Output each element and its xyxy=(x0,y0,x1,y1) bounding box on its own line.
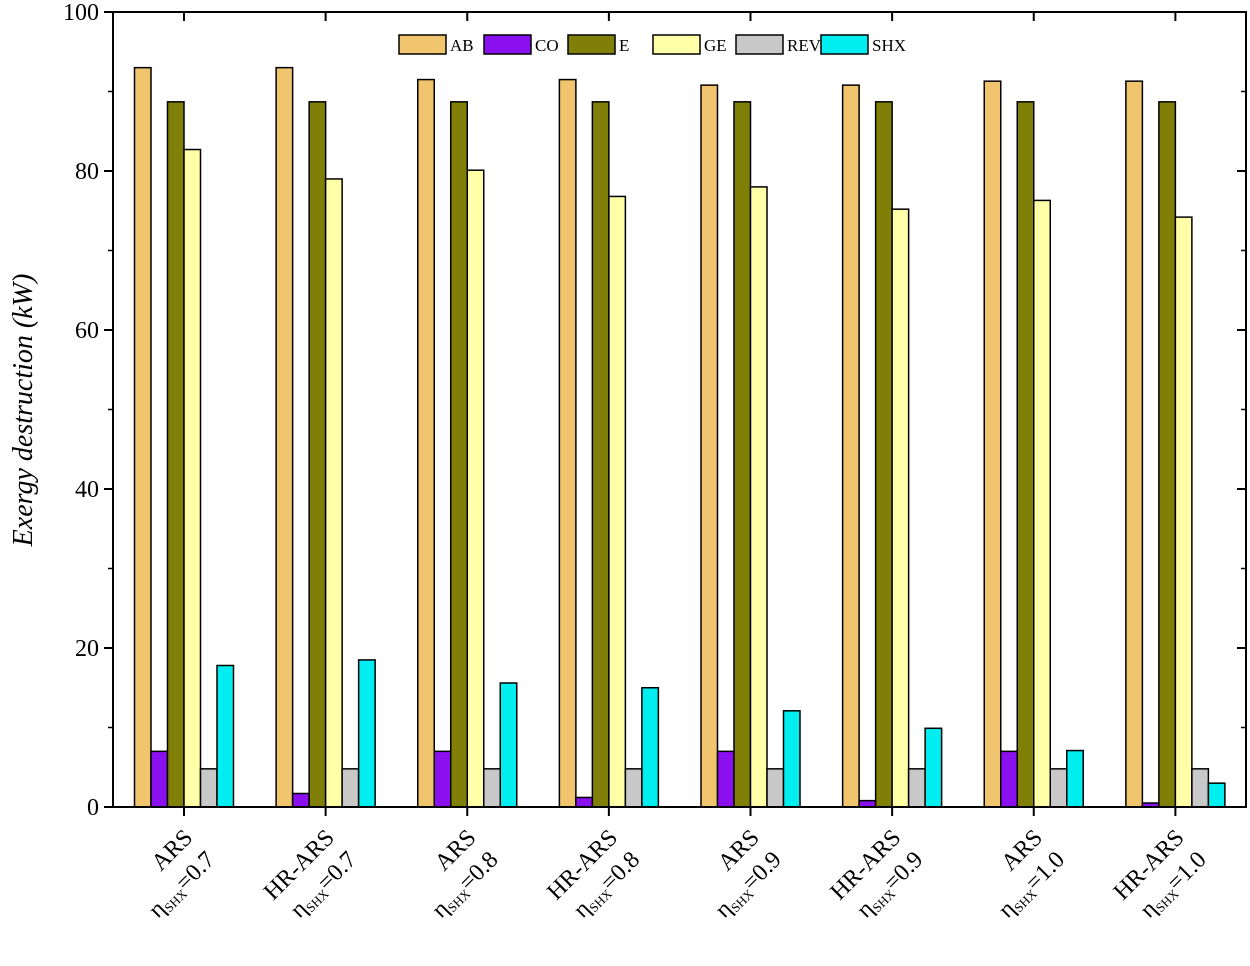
bar-shx-3 xyxy=(641,687,660,808)
y-tick-label: 100 xyxy=(63,0,99,26)
legend-label-ab: AB xyxy=(450,36,474,55)
bar-ge-2 xyxy=(466,169,485,808)
bar-rev-6 xyxy=(1049,768,1068,808)
bar-shx-0 xyxy=(216,664,235,808)
legend-label-ge: GE xyxy=(704,36,727,55)
bar-rev-1 xyxy=(341,768,360,808)
bar-ab-2 xyxy=(417,78,435,808)
bar-ge-3 xyxy=(608,195,627,808)
bar-co-2 xyxy=(433,750,452,808)
legend-label-co: CO xyxy=(535,36,559,55)
legend-label-e: E xyxy=(619,36,629,55)
bar-ge-5 xyxy=(891,208,910,808)
bar-ab-4 xyxy=(700,84,719,808)
bar-ab-1 xyxy=(275,66,294,808)
y-tick-label: 60 xyxy=(75,318,99,344)
bar-rev-2 xyxy=(483,768,501,808)
bar-shx-2 xyxy=(499,682,518,808)
bar-shx-7 xyxy=(1207,782,1226,808)
bar-ab-5 xyxy=(841,84,860,808)
bar-ge-1 xyxy=(324,178,343,808)
bar-rev-3 xyxy=(624,768,643,808)
bar-e-2 xyxy=(450,101,468,808)
bar-shx-4 xyxy=(782,710,801,808)
bar-ge-7 xyxy=(1174,216,1193,808)
axes-layer: 0 20 40 60 80 100 xyxy=(63,0,1247,821)
legend-label-rev: REV xyxy=(787,36,822,55)
bar-ab-6 xyxy=(983,80,1002,808)
bar-rev-0 xyxy=(199,768,218,808)
bar-shx-5 xyxy=(924,727,943,808)
bar-co-4 xyxy=(716,750,735,808)
bar-ab-7 xyxy=(1125,80,1144,808)
bar-e-7 xyxy=(1158,101,1177,808)
bars-layer xyxy=(133,66,1226,808)
y-tick-label: 40 xyxy=(75,477,99,503)
legend-swatch-ge xyxy=(652,34,701,55)
bar-co-0 xyxy=(150,750,169,808)
bar-ge-6 xyxy=(1033,199,1051,808)
bar-e-6 xyxy=(1016,101,1035,808)
legend-label-shx: SHX xyxy=(872,36,906,55)
legend-swatch-e xyxy=(567,34,616,55)
bar-ab-0 xyxy=(133,66,152,808)
legend-swatch-co xyxy=(483,34,532,55)
bar-ge-0 xyxy=(183,148,202,808)
y-axis-title: Exergy destruction (kW) xyxy=(8,274,39,548)
y-tick-label: 20 xyxy=(75,636,99,662)
bar-co-1 xyxy=(291,792,310,808)
bar-shx-6 xyxy=(1066,749,1084,808)
bar-e-3 xyxy=(591,101,610,808)
bar-ge-4 xyxy=(749,186,768,808)
bar-rev-4 xyxy=(766,768,785,808)
bar-e-0 xyxy=(166,101,185,808)
bar-co-3 xyxy=(575,796,594,808)
bar-e-4 xyxy=(733,101,752,808)
bar-e-5 xyxy=(874,101,893,808)
bar-e-1 xyxy=(308,101,327,808)
bar-rev-7 xyxy=(1191,768,1210,808)
bar-co-6 xyxy=(1000,750,1018,808)
legend-swatch-shx xyxy=(820,34,869,55)
bar-ab-3 xyxy=(558,78,577,808)
y-tick-label: 80 xyxy=(75,159,99,185)
y-tick-label: 0 xyxy=(87,795,99,821)
bar-rev-5 xyxy=(907,768,926,808)
legend-swatch-ab xyxy=(398,34,447,55)
bar-shx-1 xyxy=(357,659,376,808)
legend-swatch-rev xyxy=(735,34,784,55)
legend: AB CO E GE REV SHX xyxy=(398,34,906,55)
